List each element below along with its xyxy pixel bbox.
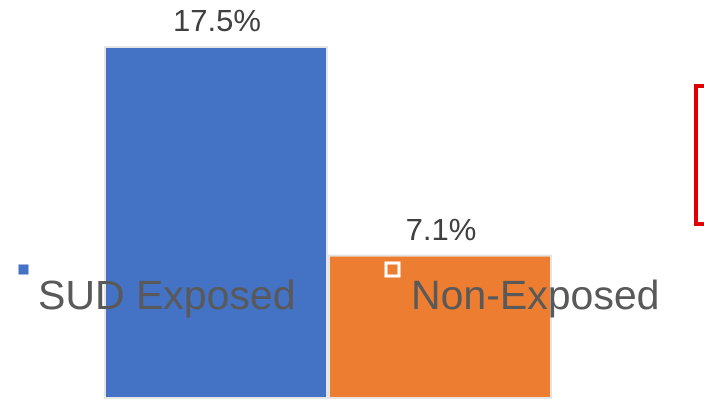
bar (104, 46, 328, 399)
bar (328, 254, 552, 399)
legend-marker (15, 261, 32, 278)
highlight-box (694, 84, 704, 226)
legend-label: Non-Exposed (411, 272, 659, 318)
data-label: 7.1% (406, 212, 477, 247)
data-label: 17.5% (173, 3, 261, 38)
legend-marker (384, 261, 401, 278)
legend-label: SUD Exposed (38, 272, 296, 318)
